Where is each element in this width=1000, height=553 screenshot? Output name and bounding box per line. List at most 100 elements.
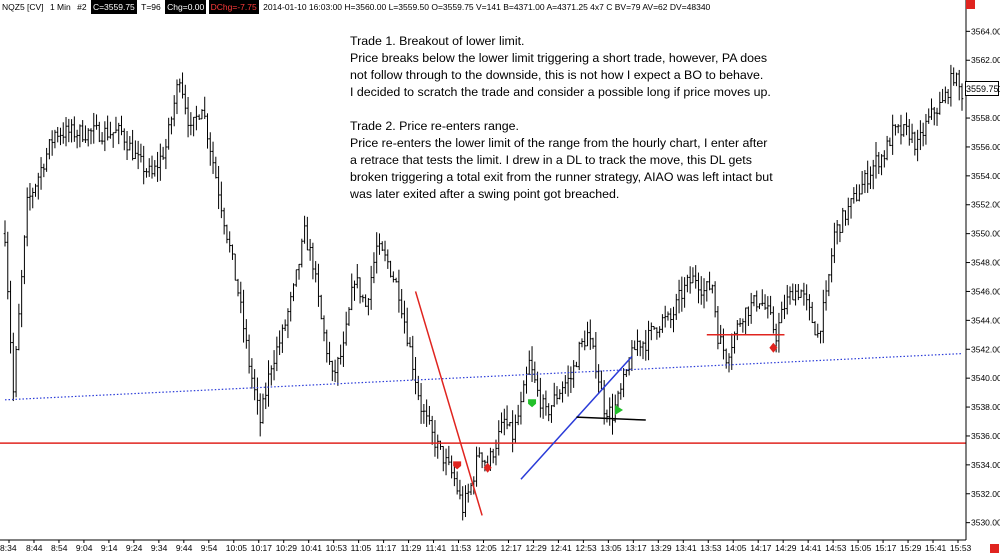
candle xyxy=(813,321,817,336)
chart-number-label: #2 xyxy=(77,2,87,12)
time-tick-label: 10:41 xyxy=(301,543,323,553)
candle xyxy=(810,301,814,324)
candle xyxy=(586,321,589,347)
time-tick-label: 12:17 xyxy=(500,543,522,553)
candle xyxy=(780,301,783,324)
time-tick-label: 8:54 xyxy=(51,543,68,553)
time-tick-label: 10:17 xyxy=(251,543,273,553)
trade-marker-green xyxy=(528,399,537,408)
candle xyxy=(550,405,553,423)
overlay-lines-layer xyxy=(0,291,966,516)
price-tick-label: 3532.00 xyxy=(971,489,1000,499)
candle xyxy=(652,325,656,330)
candle xyxy=(530,346,534,382)
candle xyxy=(575,361,578,368)
time-tick-label: 9:14 xyxy=(101,543,118,553)
candle xyxy=(783,294,786,320)
candle xyxy=(167,117,170,150)
candle xyxy=(233,253,237,281)
trade1-line-3: I decided to scratch the trade and consi… xyxy=(350,85,771,99)
time-tick-label: 10:29 xyxy=(276,543,298,553)
chart-annotation: Trade 1. Breakout of lower limit. Price … xyxy=(350,33,910,220)
candle xyxy=(414,356,417,395)
candle xyxy=(874,141,878,179)
candle xyxy=(591,337,595,349)
candle xyxy=(960,83,964,111)
scroll-up-button[interactable] xyxy=(966,0,975,9)
trade-marker-green xyxy=(615,404,624,415)
candle xyxy=(328,341,331,365)
candle xyxy=(100,132,104,145)
candle xyxy=(636,329,639,356)
candle xyxy=(835,219,839,245)
candle xyxy=(444,448,448,476)
candle xyxy=(156,151,159,182)
candle xyxy=(317,263,320,307)
candle xyxy=(799,289,803,298)
candle xyxy=(433,420,437,457)
candle xyxy=(350,273,354,311)
candle xyxy=(17,303,21,351)
candle xyxy=(258,393,262,437)
candle xyxy=(286,308,290,339)
candle xyxy=(267,360,270,407)
candle xyxy=(109,121,112,139)
candle xyxy=(292,283,295,302)
candle xyxy=(147,158,151,177)
candle xyxy=(752,295,756,307)
trade2-title: Trade 2. Price re-enters range. xyxy=(350,119,519,133)
candle xyxy=(314,261,317,283)
candle xyxy=(70,119,73,143)
candle xyxy=(36,172,40,200)
candle xyxy=(336,356,340,386)
candle xyxy=(833,222,836,264)
candle xyxy=(39,157,43,190)
candle xyxy=(278,330,281,356)
candle xyxy=(522,380,526,403)
scroll-right-button[interactable] xyxy=(990,544,999,553)
candle xyxy=(106,115,109,141)
candle xyxy=(824,280,828,311)
candle xyxy=(536,371,539,397)
time-tick-label: 12:41 xyxy=(550,543,572,553)
candle xyxy=(161,146,165,160)
candle xyxy=(264,382,268,410)
candle xyxy=(910,123,914,144)
candle xyxy=(95,114,98,130)
price-tick-label: 3544.00 xyxy=(971,315,1000,325)
candle xyxy=(744,307,747,336)
candle xyxy=(275,336,279,372)
candle xyxy=(877,151,881,175)
candle xyxy=(325,329,329,363)
candle xyxy=(633,340,636,351)
time-tick-label: 13:05 xyxy=(600,543,622,553)
candle xyxy=(544,390,548,416)
candle xyxy=(802,282,806,306)
candle xyxy=(747,306,750,326)
candle xyxy=(331,360,334,382)
candle xyxy=(941,88,944,104)
time-tick-label: 11:17 xyxy=(376,543,397,553)
candle xyxy=(638,340,642,357)
candle xyxy=(439,440,442,450)
candle xyxy=(245,319,248,349)
candle xyxy=(239,281,243,314)
time-axis[interactable]: 8:34 8:44 8:54 9:04 9:14 9:24 9:34 9:44 9:54 10:0… xyxy=(0,540,972,553)
candle xyxy=(697,272,700,304)
candle xyxy=(932,106,936,126)
candle xyxy=(561,381,564,403)
candle xyxy=(419,383,423,424)
time-tick-label: 14:53 xyxy=(825,543,847,553)
candle xyxy=(669,308,673,329)
candle xyxy=(281,324,284,353)
candle xyxy=(674,293,678,320)
candle xyxy=(694,265,698,289)
candle xyxy=(572,360,575,388)
candle xyxy=(691,267,695,284)
time-tick-label: 8:44 xyxy=(26,543,43,553)
interval-label: 1 Min xyxy=(49,2,71,12)
candle xyxy=(114,116,118,134)
time-tick-label: 9:04 xyxy=(76,543,93,553)
candle xyxy=(20,269,23,328)
